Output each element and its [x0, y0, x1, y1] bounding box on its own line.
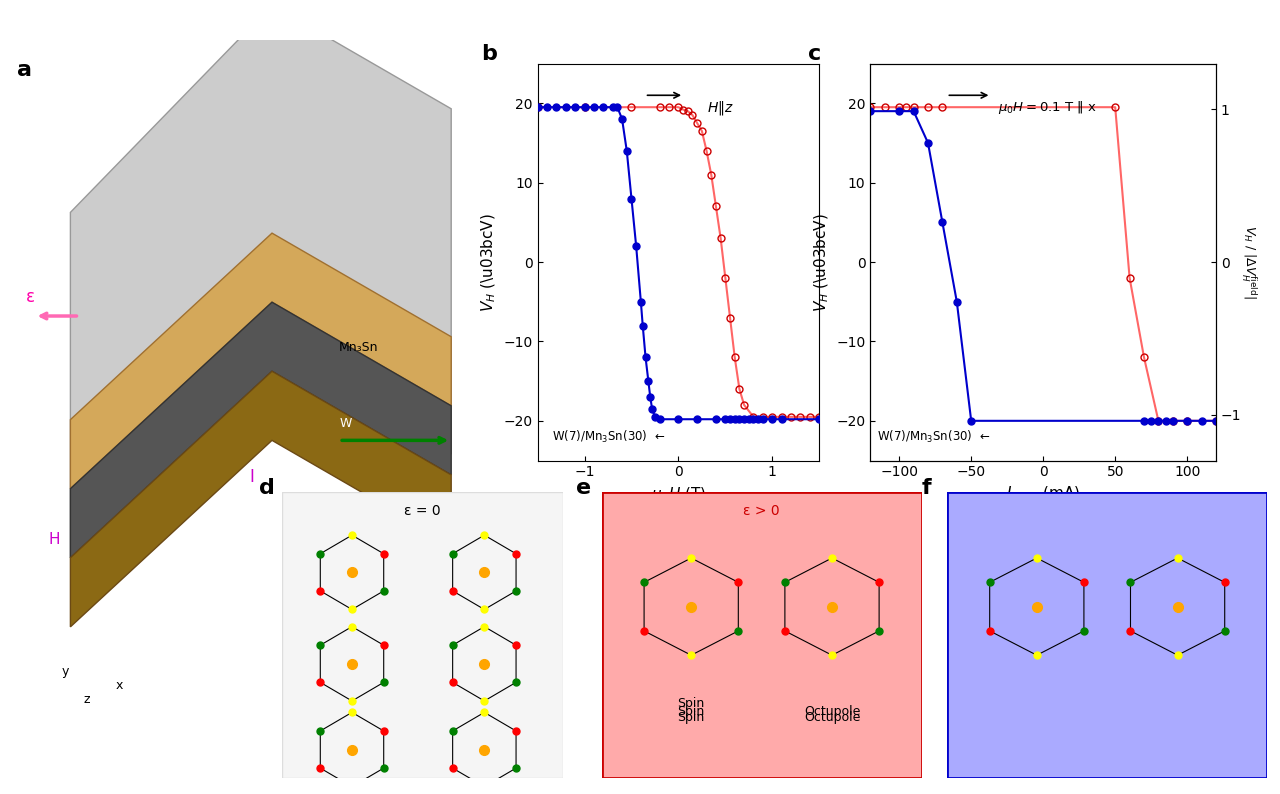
- Text: b: b: [481, 44, 497, 64]
- Text: ε: ε: [26, 288, 35, 306]
- X-axis label: $I_{write}$ (mA): $I_{write}$ (mA): [1006, 485, 1080, 503]
- Text: Octupole: Octupole: [804, 711, 860, 724]
- Polygon shape: [70, 6, 452, 557]
- Text: Mn₃Sn: Mn₃Sn: [339, 341, 379, 353]
- Text: MgO: MgO: [339, 499, 367, 512]
- Polygon shape: [70, 372, 452, 627]
- Text: W: W: [339, 417, 352, 430]
- Text: Spin: Spin: [677, 696, 705, 710]
- Text: $\mu_0 H = 0.1$ T $\|$ x: $\mu_0 H = 0.1$ T $\|$ x: [998, 99, 1097, 116]
- X-axis label: $\mu_0 H$ (T): $\mu_0 H$ (T): [650, 485, 707, 504]
- Text: f: f: [922, 478, 932, 498]
- Text: Spin: Spin: [677, 705, 705, 719]
- Text: e: e: [576, 478, 591, 498]
- Text: z: z: [84, 693, 91, 706]
- Text: y: y: [61, 665, 69, 678]
- Text: Spin: Spin: [677, 711, 705, 724]
- Y-axis label: $V_H$ (\u03bcV): $V_H$ (\u03bcV): [480, 213, 498, 311]
- Text: c: c: [808, 44, 822, 64]
- Y-axis label: $V_H$ (\u03bcV): $V_H$ (\u03bcV): [813, 213, 831, 311]
- Polygon shape: [70, 303, 452, 557]
- Text: $H \| z$: $H \| z$: [707, 98, 733, 117]
- Text: a: a: [17, 60, 32, 80]
- Text: ε = 0: ε = 0: [404, 504, 440, 518]
- Text: x: x: [115, 679, 123, 692]
- Text: W(7)/Mn$_3$Sn(30)  ←: W(7)/Mn$_3$Sn(30) ←: [877, 429, 991, 445]
- Text: Octupole: Octupole: [804, 705, 860, 719]
- Text: d: d: [259, 478, 275, 498]
- Y-axis label: $V_H$ / $|\Delta V_H^{\mathrm{field}}|$: $V_H$ / $|\Delta V_H^{\mathrm{field}}|$: [1239, 225, 1258, 299]
- Text: H: H: [49, 532, 59, 547]
- Polygon shape: [70, 233, 452, 489]
- Text: W(7)/Mn$_3$Sn(30)  ←: W(7)/Mn$_3$Sn(30) ←: [552, 429, 664, 445]
- Text: I: I: [250, 468, 255, 486]
- Text: ε > 0: ε > 0: [744, 504, 780, 518]
